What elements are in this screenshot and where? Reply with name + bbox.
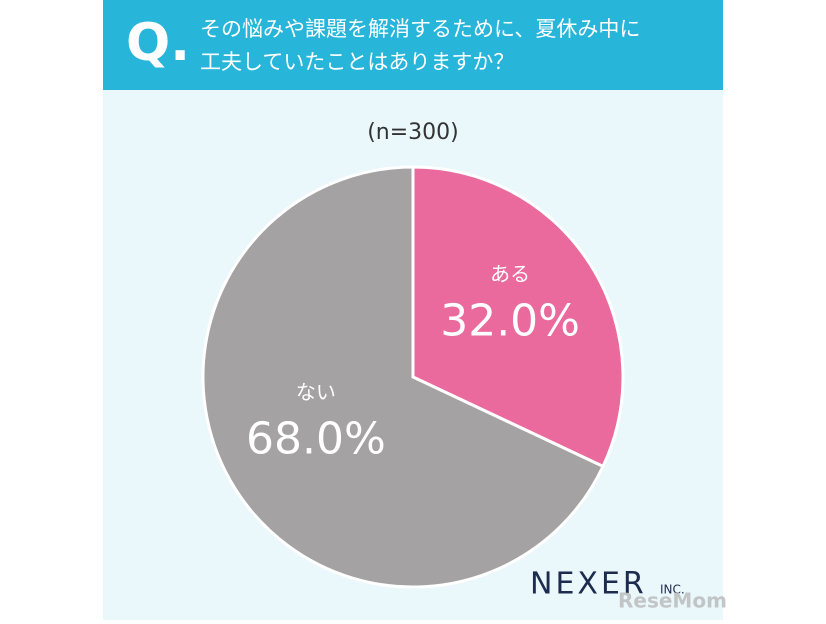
value-label: 32.0%: [440, 295, 580, 346]
pie-slice: [411, 165, 625, 469]
title-line: 工夫していたことはありますか？: [200, 50, 514, 74]
pie: ある 32.0% ない 68.0%: [201, 165, 625, 589]
slice-label: ある: [490, 262, 530, 286]
slice-label: ない: [296, 380, 336, 404]
watermark: ReseMom: [618, 589, 727, 613]
value-label: 68.0%: [246, 414, 386, 465]
question-mark: Q.: [126, 13, 190, 73]
subtitle: (n=300): [367, 120, 459, 145]
brand: NEXER: [530, 567, 647, 602]
title-line: その悩みや課題を解消するために、夏休み中に: [200, 17, 640, 41]
pie-slice: [201, 165, 606, 589]
header: [103, 0, 723, 90]
brand-suffix: INC.: [660, 583, 685, 597]
